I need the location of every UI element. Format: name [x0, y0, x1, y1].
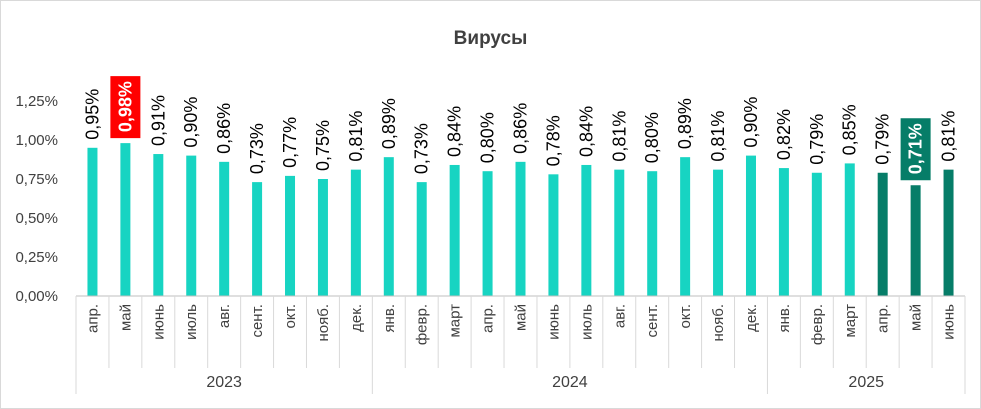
bar — [811, 172, 822, 296]
category-label: нояб. — [710, 304, 727, 342]
bar — [910, 185, 921, 296]
bar — [120, 143, 131, 296]
data-label: 0,90% — [181, 97, 201, 148]
bar — [745, 155, 756, 296]
category-label: февр. — [809, 304, 826, 345]
bar — [87, 147, 98, 296]
category-label: июль — [183, 304, 200, 340]
category-label: янв. — [776, 304, 793, 333]
data-label: 0,79% — [807, 114, 827, 165]
bar — [186, 155, 197, 296]
y-tick-label: 0,50% — [15, 210, 58, 227]
category-label: окт. — [677, 304, 694, 328]
category-label: сент. — [644, 304, 661, 338]
data-label: 0,84% — [445, 106, 465, 157]
bar — [647, 171, 658, 296]
category-label: июнь — [150, 304, 167, 340]
data-label: 0,90% — [741, 97, 761, 148]
data-label: 0,91% — [148, 95, 168, 146]
year-label: 2023 — [206, 374, 242, 391]
category-label: янв. — [381, 304, 398, 333]
category-label: март — [447, 304, 464, 338]
category-label: апр. — [480, 304, 497, 333]
year-label: 2024 — [552, 374, 588, 391]
data-label: 0,71% — [906, 123, 926, 174]
bar — [383, 157, 394, 296]
data-label: 0,98% — [115, 81, 135, 132]
data-label: 0,80% — [478, 112, 498, 163]
data-label: 0,86% — [214, 103, 234, 154]
bar — [877, 172, 888, 296]
bar — [350, 169, 361, 296]
y-tick-label: 1,00% — [15, 132, 58, 149]
data-label: 0,81% — [346, 111, 366, 162]
bar — [219, 161, 230, 296]
bar — [844, 163, 855, 296]
category-label: июнь — [941, 304, 958, 340]
category-label: июнь — [545, 304, 562, 340]
data-label: 0,81% — [708, 111, 728, 162]
category-label: февр. — [414, 304, 431, 345]
data-label: 0,77% — [280, 117, 300, 168]
data-label: 0,89% — [379, 98, 399, 149]
bar — [778, 168, 789, 296]
data-label: 0,75% — [313, 120, 333, 171]
bar — [416, 182, 427, 296]
category-label: март — [842, 304, 859, 338]
data-label: 0,89% — [675, 98, 695, 149]
bar — [680, 157, 691, 296]
data-label-highlight — [110, 76, 141, 139]
category-label: окт. — [282, 304, 299, 328]
bar — [252, 182, 263, 296]
data-label: 0,73% — [412, 123, 432, 174]
category-label: апр. — [875, 304, 892, 333]
bar — [713, 169, 724, 296]
bar — [153, 154, 164, 296]
category-label: май — [908, 304, 925, 331]
bar — [614, 169, 625, 296]
y-tick-label: 0,00% — [15, 288, 58, 305]
bar — [482, 171, 493, 296]
data-label: 0,73% — [247, 123, 267, 174]
bar — [548, 174, 559, 296]
category-label: дек. — [743, 304, 760, 332]
bar — [943, 169, 954, 296]
data-label: 0,82% — [774, 109, 794, 160]
y-tick-label: 0,25% — [15, 249, 58, 266]
category-label: нояб. — [315, 304, 332, 342]
category-label: май — [513, 304, 530, 331]
bar — [581, 164, 592, 296]
data-label: 0,95% — [82, 89, 102, 140]
category-label: сент. — [249, 304, 266, 338]
bar — [285, 175, 296, 296]
data-label-highlight — [900, 118, 931, 181]
data-label: 0,79% — [873, 114, 893, 165]
category-label: июль — [578, 304, 595, 340]
y-tick-label: 0,75% — [15, 171, 58, 188]
chart-title: Вирусы — [453, 28, 528, 49]
category-label: авг. — [611, 304, 628, 328]
category-label: дек. — [348, 304, 365, 332]
category-label: апр. — [84, 304, 101, 333]
data-label: 0,86% — [511, 103, 531, 154]
bar — [449, 164, 460, 296]
data-label: 0,80% — [642, 112, 662, 163]
data-label: 0,81% — [609, 111, 629, 162]
data-label: 0,81% — [939, 111, 959, 162]
category-label: май — [117, 304, 134, 331]
data-label: 0,84% — [576, 106, 596, 157]
y-tick-label: 1,25% — [15, 93, 58, 110]
year-label: 2025 — [848, 374, 884, 391]
data-label: 0,78% — [543, 115, 563, 166]
bar — [515, 161, 526, 296]
category-label: авг. — [216, 304, 233, 328]
data-label: 0,85% — [840, 104, 860, 155]
bar — [317, 179, 328, 296]
